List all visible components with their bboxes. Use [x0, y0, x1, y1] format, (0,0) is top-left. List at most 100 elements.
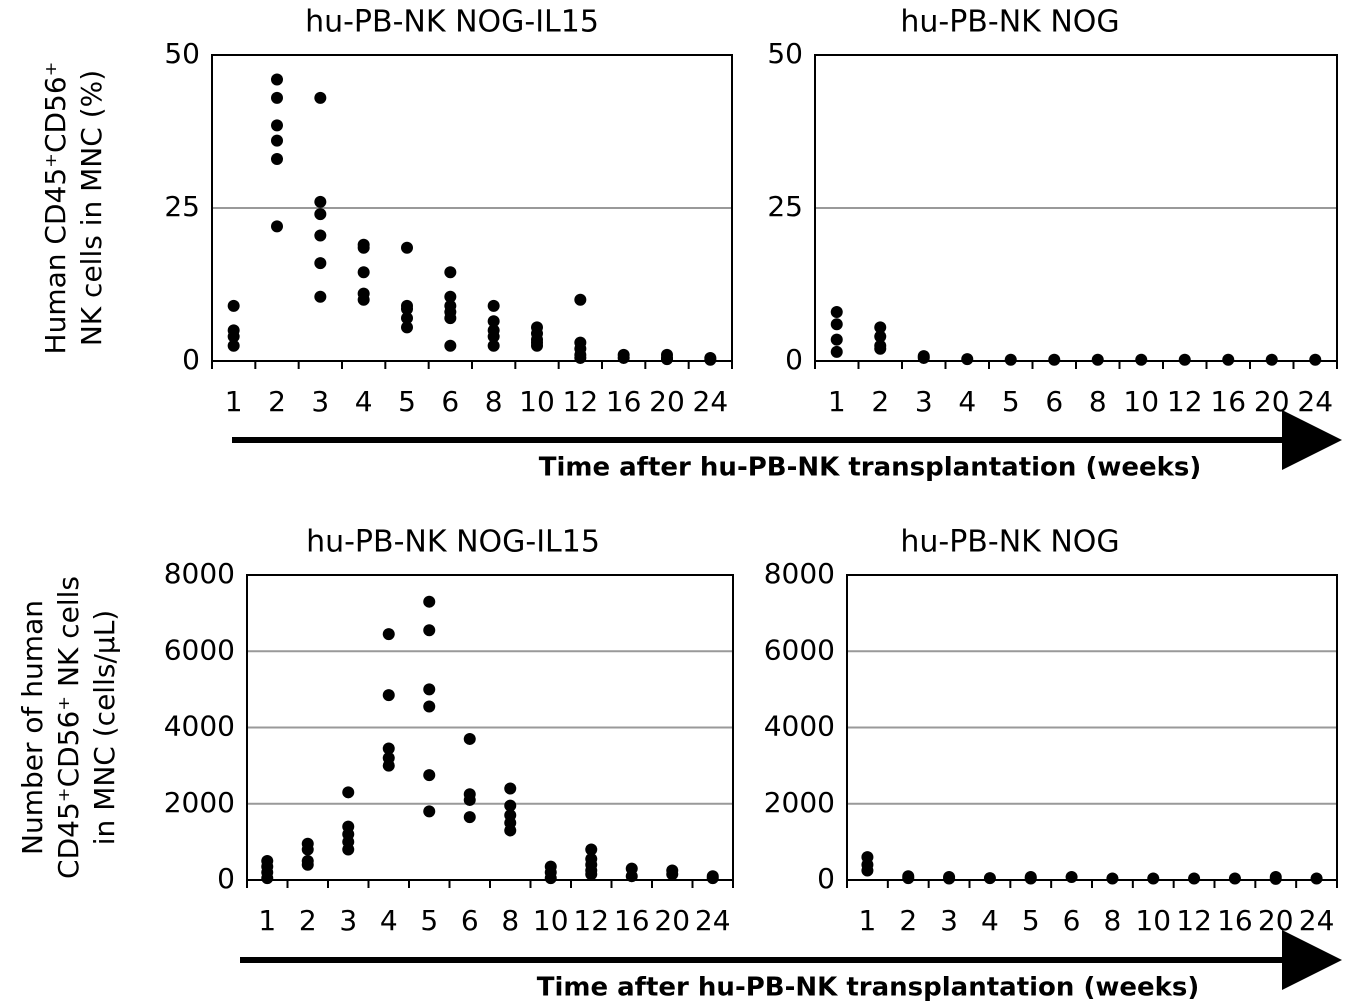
x-tick-label: 8 [485, 385, 503, 418]
data-point [444, 339, 457, 352]
chart-title: hu-PB-NK NOG-IL15 [306, 525, 600, 560]
data-point [1106, 872, 1119, 885]
data-point [1269, 872, 1282, 885]
data-point [301, 843, 314, 856]
x-tick-label: 24 [1297, 385, 1333, 418]
data-point [1188, 872, 1201, 885]
x-tick-label: 4 [958, 385, 976, 418]
x-tick-label: 20 [1258, 904, 1294, 937]
x-tick-label: 5 [1022, 904, 1040, 937]
data-point [574, 293, 587, 306]
y-tick-label: 8000 [764, 557, 835, 590]
y-tick-label: 50 [164, 37, 200, 70]
x-tick-label: 3 [311, 385, 329, 418]
x-tick-label: 1 [258, 904, 276, 937]
x-axis-label: Time after hu-PB-NK transplantation (wee… [539, 453, 1202, 483]
data-point [314, 195, 327, 208]
data-point [342, 786, 355, 799]
data-point [444, 266, 457, 279]
data-point [504, 824, 517, 837]
data-point [617, 351, 630, 364]
data-point [1147, 872, 1160, 885]
data-point [917, 351, 930, 364]
data-point [1310, 872, 1323, 885]
data-point [314, 257, 327, 270]
data-point [342, 843, 355, 856]
y-tick-label: 2000 [764, 786, 835, 819]
data-point [1004, 353, 1017, 366]
data-point [301, 858, 314, 871]
y-tick-label: 25 [164, 190, 200, 223]
x-tick-label: 5 [1002, 385, 1020, 418]
x-tick-label: 24 [693, 385, 729, 418]
data-point [661, 353, 673, 366]
data-point [704, 353, 717, 366]
data-point [382, 628, 395, 641]
x-tick-label: 6 [461, 904, 479, 937]
y-tick-label: 2000 [164, 786, 235, 819]
data-point [271, 91, 283, 104]
y-tick-label: 0 [182, 343, 200, 376]
data-point [444, 312, 457, 325]
data-point [961, 353, 974, 366]
x-tick-label: 12 [1167, 385, 1203, 418]
data-point [1135, 353, 1148, 366]
x-tick-label: 3 [339, 904, 357, 937]
data-point [314, 208, 327, 221]
data-point [271, 119, 283, 132]
y-axis-label-line: in MNC (cells/µL) [88, 610, 121, 845]
data-point [902, 872, 915, 885]
x-tick-label: 10 [1135, 904, 1171, 937]
x-axis-label: Time after hu-PB-NK transplantation (wee… [537, 973, 1200, 1003]
x-tick-label: 2 [299, 904, 317, 937]
y-axis-label-line: Human CD45⁺CD56⁺ [39, 62, 72, 355]
data-point [314, 229, 327, 242]
data-point [1309, 353, 1322, 366]
chart-title: hu-PB-NK NOG [900, 525, 1119, 560]
x-tick-label: 6 [1063, 904, 1081, 937]
data-point [314, 290, 327, 303]
data-point [271, 73, 283, 86]
data-point [271, 153, 283, 166]
x-tick-label: 10 [1123, 385, 1159, 418]
data-point [1178, 353, 1191, 366]
y-axis-label-line: CD45⁺CD56⁺ NK cells [52, 576, 85, 879]
data-point [357, 293, 370, 306]
y-axis-label-line: NK cells in MNC (%) [75, 70, 108, 346]
data-point [830, 333, 843, 346]
data-point [1228, 872, 1241, 885]
data-point [227, 299, 240, 312]
y-tick-label: 8000 [164, 557, 235, 590]
y-tick-label: 0 [785, 343, 803, 376]
data-point [227, 330, 240, 343]
data-point [625, 870, 638, 883]
y-tick-label: 4000 [764, 710, 835, 743]
x-tick-label: 6 [441, 385, 459, 418]
data-point [1048, 353, 1061, 366]
data-point [423, 624, 436, 637]
data-point [983, 872, 996, 885]
data-point [830, 306, 843, 319]
data-point [861, 864, 874, 877]
x-tick-label: 12 [563, 385, 599, 418]
data-point [401, 302, 413, 315]
data-point [830, 345, 843, 358]
data-point [487, 299, 500, 312]
data-point [487, 330, 500, 343]
data-point [1024, 872, 1037, 885]
data-point [874, 321, 887, 334]
x-tick-label: 4 [355, 385, 373, 418]
data-point [382, 689, 395, 702]
data-point [423, 769, 436, 782]
y-axis-label: Human CD45⁺CD56⁺ NK cells in MNC (%) [39, 62, 108, 355]
x-tick-label: 1 [225, 385, 243, 418]
x-tick-label: 8 [1089, 385, 1107, 418]
x-tick-label: 4 [380, 904, 398, 937]
data-point [357, 241, 370, 254]
x-tick-label: 16 [606, 385, 642, 418]
data-point [504, 799, 517, 812]
data-point [531, 339, 543, 352]
data-point [401, 321, 413, 334]
data-point [943, 872, 956, 885]
